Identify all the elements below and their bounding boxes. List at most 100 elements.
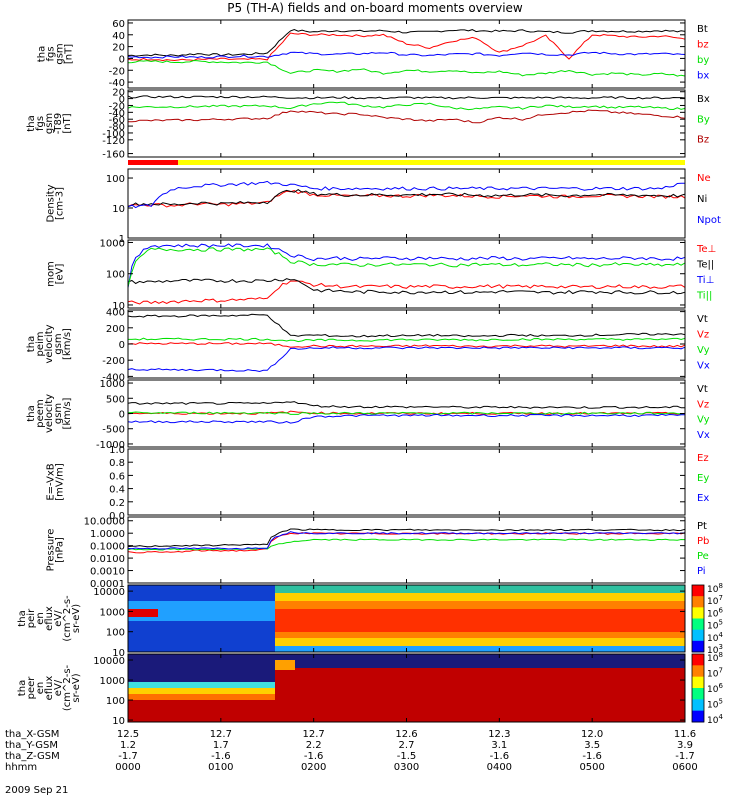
legend-fgs_gsm_t89-2: Bz [697,135,709,146]
ytick-label-peim_velocity: 400 [106,308,125,319]
series-line-mom_temp-0 [127,280,686,305]
xaxis-value: 1.7 [213,740,229,751]
xaxis-value: 2.7 [399,740,415,751]
ytick-label-pressure: 0.0100 [90,554,125,565]
legend-fgs_gsm-2: by [697,55,709,66]
panel-peer_eflux: thapeerenefluxeV/(cm^2-s-sr-eV)108107106… [17,651,723,727]
legend-peem_velocity-1: Vz [697,399,709,410]
xaxis-row-label: tha_Z-GSM [5,751,60,762]
panel-efield: E=-VxB[mV/m] Ez Ey Ex 1.0 0.8 0.6 0.4 0.2 0.0 [46,445,710,522]
ytick-label-peem_velocity: -500 [102,425,125,436]
plot-title: P5 (TH-A) fields and on-board moments ov… [227,1,523,15]
series-line-density-0 [127,189,686,208]
series-line-mom_temp-3 [127,247,686,287]
xaxis-value: 2.2 [306,740,322,751]
legend-density-0: Ne [697,173,711,184]
colorbar-label: 106 [707,606,723,619]
legend-peim_velocity-2: Vy [697,345,710,356]
series-line-pressure-2 [127,538,686,551]
ytick-label-fgs_gsm_t89: 0 [119,95,125,106]
series-line-fgs_gsm_t89-0 [127,95,686,100]
ytick-label-fgs_gsm: 40 [112,31,125,42]
ytick-label-peer_eflux: 100 [106,696,125,707]
series-line-peem_velocity-3 [127,413,685,424]
ytick-label-peer_eflux: 10 [112,716,125,727]
ytick-label-pressure: 0.1000 [90,542,125,553]
panel-peim_velocity: thapeimvelocitygsm[km/s] Vt Vz Vy Vx 400 200 0 -… [26,308,710,384]
series-line-density-2 [127,180,686,209]
ytick-label-peir_eflux: 1000 [100,607,125,618]
colorbar-segment [692,640,704,653]
ytick-label-peir_eflux: 100 [106,628,125,639]
legend-peem_velocity-2: Vy [697,415,710,426]
ytick-label-fgs_gsm: 20 [112,43,125,54]
ytick-label-fgs_gsm: 60 [112,19,125,30]
legend-pressure-2: Pe [697,551,709,562]
panel-peem_velocity: thapeemvelocitygsm[km/s] Vt Vz Vy Vx 1000 500 0… [26,379,710,451]
legend-pressure-0: Pt [697,521,707,532]
legend-fgs_gsm-3: bx [697,71,709,82]
legend-fgs_gsm_t89-0: Bx [697,94,710,105]
ylabel-peim_velocity: thapeimvelocitygsm[km/s] [26,324,73,363]
ytick-label-peem_velocity: -1000 [96,440,125,451]
colorbar-segment [692,585,704,597]
xaxis-value: 12.3 [488,729,510,740]
xaxis-value: 0100 [208,762,233,773]
ytick-label-fgs_gsm: 0 [119,54,125,65]
colorbar-segment [692,607,704,619]
ytick-label-peim_velocity: -400 [102,372,125,383]
heatmap-band-bottom [275,646,685,652]
xaxis-value: 12.5 [117,729,139,740]
xaxis-value: 3.1 [491,740,507,751]
xaxis-value: 0300 [394,762,419,773]
series-line-peim_velocity-2 [128,337,686,343]
legend-fgs_gsm-0: Bt [697,24,708,35]
ytick-label-peer_eflux: 10000 [93,656,125,667]
panel-density: Density[cm-3] Ne Ni Npot 100 10 1 [46,168,721,245]
legend-pressure-1: Pb [697,536,709,547]
legend-efield-0: Ez [697,453,709,464]
ylabel-pressure: Pressure[nPa] [46,529,66,572]
ytick-label-fgs_gsm: -40 [109,78,125,89]
series-line-mom_temp-2 [127,243,686,288]
colorbar-segment [692,699,704,712]
ytick-label-peem_velocity: 0 [119,410,125,421]
panel-frame-fgs_gsm_t89 [127,89,686,158]
date-label: 2009 Sep 21 [5,785,69,796]
panel-mom_temp: mom[eV] Te⊥ Te|| Ti⊥ Ti|| 1000 100 10 [46,238,717,311]
colorbar-label: 106 [707,682,723,695]
series-line-fgs_gsm-3 [127,51,686,59]
colorbar-label: 104 [707,631,723,644]
heatmap-band-6 [275,660,295,670]
ytick-label-density: 1 [119,234,125,245]
heatmap-band-core [275,609,685,632]
series-line-pressure-3 [127,531,686,550]
xaxis-value: 3.9 [677,740,693,751]
xaxis-value: -1.6 [211,751,231,762]
xaxis-row-label: hhmm [5,762,37,773]
legend-fgs_gsm-1: bz [697,40,709,51]
ylabel-peem_velocity: thapeemvelocitygsm[km/s] [26,394,73,433]
ytick-label-mom_temp: 1000 [100,238,125,249]
ytick-label-efield: 0.8 [109,458,125,469]
mode-bar-segment-1 [178,160,685,165]
ytick-label-fgs_gsm_t89: -160 [102,150,125,161]
xaxis-value: -1.5 [397,751,417,762]
ytick-label-mom_temp: 100 [106,270,125,281]
xaxis-value: 0400 [487,762,512,773]
ytick-label-efield: 0.4 [109,485,125,496]
series-line-fgs_gsm-2 [127,59,686,77]
ytick-label-peim_velocity: 0 [119,340,125,351]
xaxis-value: -1.7 [118,751,138,762]
colorbar-segment [692,710,704,723]
colorbar-segment [692,665,704,678]
legend-mom_temp-3: Ti|| [696,291,712,302]
panel-frame-peim_velocity [127,309,686,379]
ylabel-efield: E=-VxB[mV/m] [46,463,66,501]
ytick-label-efield: 0.2 [109,498,125,509]
legend-fgs_gsm_t89-1: By [697,114,710,125]
ytick-label-pressure: 1.0000 [90,529,125,540]
ytick-label-fgs_gsm_t89: -80 [109,122,125,133]
